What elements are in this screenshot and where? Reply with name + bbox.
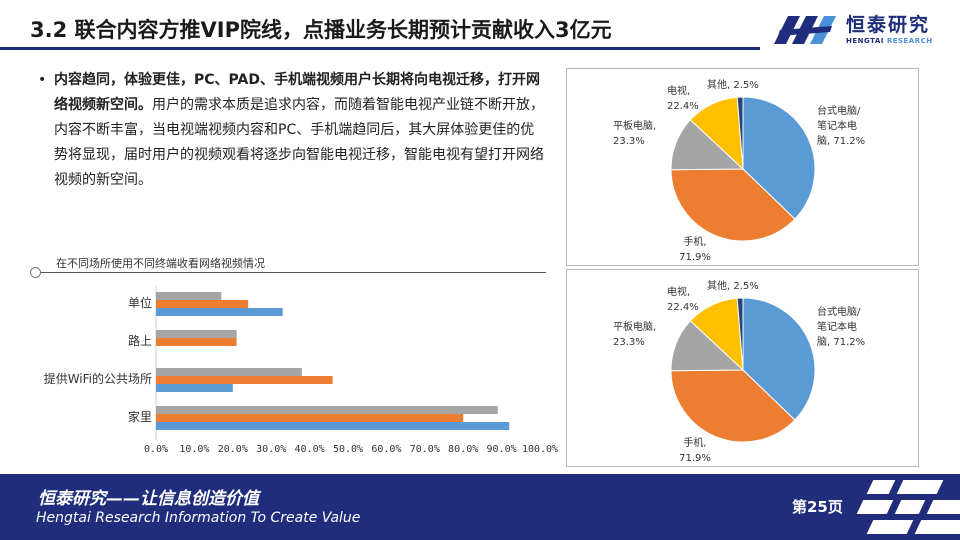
bullet-paragraph: • 内容趋同，体验更佳，PC、PAD、手机端视频用户长期将向电视迁移，打开网络视… — [38, 68, 548, 193]
logo-name-cn: 恒泰研究 — [846, 14, 931, 36]
pie-slice-label: 电视, 22.4% — [667, 285, 699, 313]
pie-slice — [670, 168, 796, 242]
category-label: 提供WiFi的公共场所 — [44, 371, 152, 386]
bar — [156, 406, 498, 414]
x-tick-label: 0.0% — [144, 444, 168, 455]
pie-slice-label: 其他, 2.5% — [707, 78, 759, 91]
bar — [156, 414, 464, 422]
bar-chart-title: 在不同场所使用不同终端收看网络视频情况 — [56, 257, 265, 270]
pie-slice — [736, 96, 744, 170]
footer-stripe-decoration — [926, 500, 960, 514]
footer-bar: 恒泰研究——让信息创造价值 Hengtai Research Informati… — [0, 474, 960, 540]
category-label: 家里 — [128, 409, 152, 424]
x-tick-label: 100.0% — [522, 444, 558, 455]
page-title: 3.2 联合内容方推VIP院线，点播业务长期预计贡献收入3亿元 — [30, 18, 612, 42]
bar — [156, 338, 237, 346]
device-share-pie-chart-1: 台式电脑/笔记本电脑, 71.2% 手机, 71.9% 平板电脑, 23.3% 电视, 22… — [613, 78, 865, 263]
pie-slice — [742, 96, 816, 220]
pie-slice-label: 平板电脑, 23.3% — [613, 320, 656, 348]
pie-slice — [736, 297, 744, 371]
bar — [156, 368, 302, 376]
logo-name-en: HENGTAI RESEARCH — [846, 37, 933, 45]
bar — [156, 422, 510, 430]
pie-slice-label: 其他, 2.5% — [707, 279, 759, 292]
bar — [156, 300, 249, 308]
bullet-marker: • — [38, 72, 47, 88]
bar — [156, 376, 333, 384]
header-divider — [0, 47, 760, 50]
pie-chart-panel-1: 台式电脑/笔记本电脑, 71.2% 手机, 71.9% 平板电脑, 23.3% 电视, 22… — [566, 68, 919, 266]
footer-stripe-decoration — [896, 480, 944, 494]
x-tick-label: 70.0% — [410, 444, 440, 455]
x-tick-label: 20.0% — [218, 444, 248, 455]
pie-slice — [742, 297, 816, 421]
footer-stripe-decoration — [866, 520, 914, 534]
footer-stripe-decoration — [894, 500, 926, 514]
pie-slice-label: 手机, 71.9% — [679, 436, 711, 464]
page-number: 第25页 — [792, 498, 843, 516]
category-label: 单位 — [128, 295, 152, 310]
pie-slice-label: 台式电脑/笔记本电脑, 71.2% — [817, 305, 865, 348]
bar-chart-divider — [36, 272, 546, 273]
footer-stripe-decoration — [866, 480, 896, 494]
company-logo: 恒泰研究 HENGTAI RESEARCH — [770, 10, 950, 50]
x-tick-label: 30.0% — [256, 444, 286, 455]
pie-slice-label: 平板电脑, 23.3% — [613, 119, 656, 147]
x-tick-label: 80.0% — [448, 444, 478, 455]
pie-chart-panel-2: 台式电脑/笔记本电脑, 71.2% 手机, 71.9% 平板电脑, 23.3% 电视, 22… — [566, 269, 919, 467]
x-tick-label: 60.0% — [371, 444, 401, 455]
bullet-body-text: 用户的需求本质是追求内容，而随着智能电视产业链不断开放，内容不断丰富，当电视端视… — [54, 97, 544, 188]
footer-stripe-decoration — [914, 520, 960, 534]
x-tick-label: 50.0% — [333, 444, 363, 455]
bar — [156, 308, 283, 316]
bar — [156, 292, 222, 300]
category-label: 路上 — [128, 333, 152, 348]
pie-slice-label: 手机, 71.9% — [679, 235, 711, 263]
x-tick-label: 90.0% — [487, 444, 517, 455]
footer-slogan-en: Hengtai Research Information To Create V… — [36, 510, 361, 526]
logo-mark-icon — [774, 16, 836, 44]
x-tick-label: 10.0% — [179, 444, 209, 455]
x-tick-label: 40.0% — [295, 444, 325, 455]
pie-slice — [670, 369, 796, 443]
device-share-pie-chart-2: 台式电脑/笔记本电脑, 71.2% 手机, 71.9% 平板电脑, 23.3% 电视, 22… — [613, 279, 865, 464]
bar — [156, 384, 233, 392]
divider-circle-ornament — [30, 267, 41, 278]
bar — [156, 330, 237, 338]
bullet-lead-text: 内容趋同，体验更佳，PC、PAD、手机端视频用户长期将向电视迁移，打开网络视频新… — [54, 72, 540, 113]
pie-slice-label: 电视, 22.4% — [667, 84, 699, 112]
pie-slice-label: 台式电脑/笔记本电脑, 71.2% — [817, 104, 865, 147]
footer-slogan-cn: 恒泰研究——让信息创造价值 — [38, 489, 259, 509]
footer-stripe-decoration — [856, 500, 894, 514]
